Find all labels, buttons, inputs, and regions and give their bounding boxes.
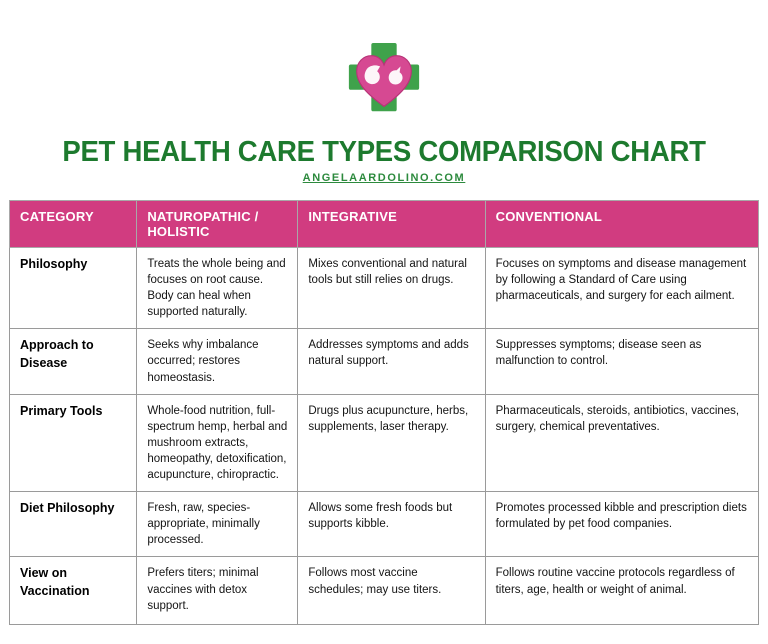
conventional-cell: Pharmaceuticals, steroids, antibiotics, … [484,393,760,493]
column-header-integrative: INTEGRATIVE [297,200,486,248]
table-row-philosophy: Philosophy Treats the whole being and fo… [8,246,760,330]
conventional-cell: Focuses on symptoms and disease manageme… [484,246,760,330]
integrative-cell: Addresses symptoms and adds natural supp… [297,328,486,395]
naturopathic-cell: Treats the whole being and focuses on ro… [136,246,299,330]
integrative-cell: Allows some fresh foods but supports kib… [297,491,486,558]
naturopathic-cell: Fresh, raw, species-appropriate, minimal… [136,491,299,558]
naturopathic-cell: Whole-food nutrition, full-spectrum hemp… [136,393,299,493]
table-header-row: CATEGORY NATUROPATHIC / HOLISTIC INTEGRA… [8,200,760,248]
conventional-cell: Follows routine vaccine protocols regard… [484,556,760,626]
table-row-view-on-vaccination: View on Vaccination Prefers titers; mini… [8,556,760,626]
conventional-cell: Promotes processed kibble and prescripti… [484,491,760,558]
column-header-conventional: CONVENTIONAL [484,200,760,248]
category-cell: Philosophy [8,246,138,330]
conventional-cell: Suppresses symptoms; disease seen as mal… [484,328,760,395]
category-cell: Diet Philosophy [8,491,138,558]
table-row-diet-philosophy: Diet Philosophy Fresh, raw, species-appr… [8,491,760,558]
naturopathic-cell: Prefers titers; minimal vaccines with de… [136,556,299,626]
table-row-primary-tools: Primary Tools Whole-food nutrition, full… [8,393,760,493]
category-cell: Approach to Disease [8,328,138,395]
column-header-naturopathic: NATUROPATHIC / HOLISTIC [136,200,299,248]
category-cell: Primary Tools [8,393,138,493]
comparison-table: CATEGORY NATUROPATHIC / HOLISTIC INTEGRA… [8,200,760,626]
logo-container [0,0,768,127]
page-title: PET HEALTH CARE TYPES COMPARISON CHART [62,136,706,168]
category-cell: View on Vaccination [8,556,138,626]
naturopathic-cell: Seeks why imbalance occurred; restores h… [136,328,299,395]
integrative-cell: Follows most vaccine schedules; may use … [297,556,486,626]
integrative-cell: Drugs plus acupuncture, herbs, supplemen… [297,393,486,493]
pet-health-cross-heart-icon [348,42,420,112]
integrative-cell: Mixes conventional and natural tools but… [297,246,486,330]
site-url: ANGELAARDOLINO.COM [302,172,466,184]
table-row-approach-to-disease: Approach to Disease Seeks why imbalance … [8,328,760,395]
column-header-category: CATEGORY [8,200,138,248]
